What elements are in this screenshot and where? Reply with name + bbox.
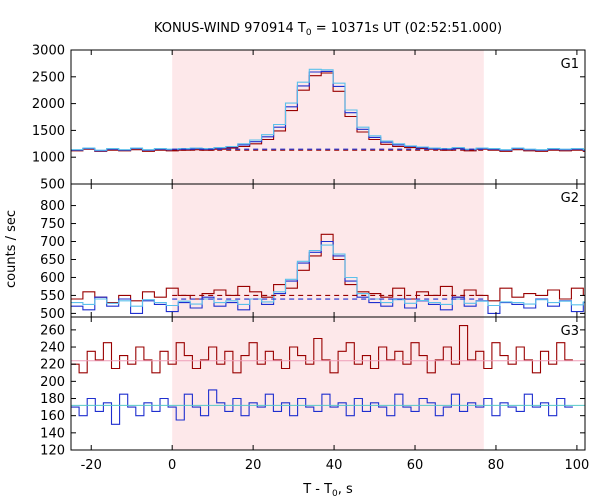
shaded-interval-g1 [172, 50, 484, 184]
ytick-label: 650 [40, 253, 65, 268]
chart-title: KONUS-WIND 970914 T0 = 10371s UT (02:52:… [154, 21, 502, 38]
axis-ticks: G150010001500200025003000G25005506006507… [32, 44, 589, 474]
panel-label-g3: G3 [561, 324, 579, 339]
ytick-label: 180 [40, 392, 65, 407]
shaded-intervals [172, 50, 484, 450]
xtick-label: 100 [564, 458, 589, 473]
ytick-label: 240 [40, 341, 65, 356]
ytick-label: 200 [40, 375, 65, 390]
panel-g3-series-0 [71, 325, 573, 374]
panel-label-g2: G2 [561, 191, 579, 206]
xtick-label: 20 [245, 458, 262, 473]
ytick-label: 3000 [32, 44, 65, 59]
xtick-label: 80 [488, 458, 505, 473]
ytick-label: 2500 [32, 70, 65, 85]
ytick-label: 500 [40, 307, 65, 322]
x-axis-label: T - T0, s [302, 482, 353, 499]
ytick-label: 500 [40, 178, 65, 193]
panel-g2-series [71, 233, 585, 314]
ytick-label: 600 [40, 271, 65, 286]
ytick-label: 700 [40, 235, 65, 250]
panel-g2-series-2 [71, 244, 585, 307]
ytick-label: 220 [40, 358, 65, 373]
panel-label-g1: G1 [561, 57, 579, 72]
ytick-label: 140 [40, 426, 65, 441]
panel-g3-series [71, 325, 585, 425]
ytick-label: 750 [40, 217, 65, 232]
xtick-label: 0 [168, 458, 176, 473]
panel-frame-g3 [70, 316, 586, 451]
xtick-label: -20 [81, 458, 102, 473]
shaded-interval-g3 [172, 317, 484, 450]
xtick-label: 40 [326, 458, 343, 473]
plot-area [71, 68, 585, 425]
ytick-label: 260 [40, 323, 65, 338]
panel-g1-series [71, 68, 585, 152]
x-axis-label-subscript: 0 [332, 489, 338, 499]
ytick-label: 1000 [32, 151, 65, 166]
ytick-label: 120 [40, 444, 65, 459]
ytick-label: 800 [40, 199, 65, 214]
panel-frames [70, 49, 586, 451]
panel-g3-series-1 [71, 389, 573, 425]
y-axis-label: counts / sec [4, 210, 19, 288]
ytick-label: 550 [40, 289, 65, 304]
ytick-label: 2000 [32, 97, 65, 112]
ytick-label: 1500 [32, 124, 65, 139]
panel-g1-series-2 [71, 68, 585, 151]
xtick-label: 60 [407, 458, 424, 473]
chart-title-subscript: 0 [306, 28, 312, 38]
ytick-label: 160 [40, 409, 65, 424]
shaded-interval-g2 [172, 184, 484, 317]
